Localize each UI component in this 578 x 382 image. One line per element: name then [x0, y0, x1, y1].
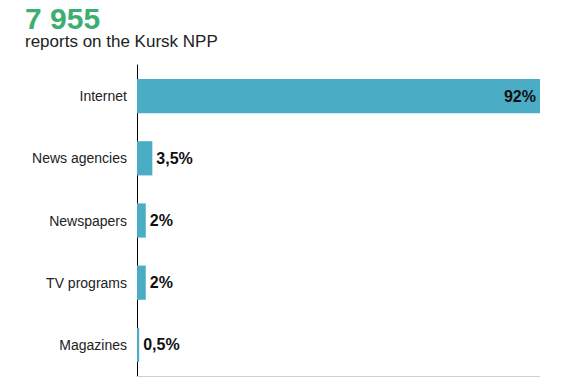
svg-text:Internet: Internet	[80, 88, 128, 104]
svg-text:2%: 2%	[150, 212, 173, 229]
svg-text:92%: 92%	[504, 88, 536, 105]
svg-text:TV programs: TV programs	[46, 275, 127, 291]
svg-text:Magazines: Magazines	[59, 337, 127, 353]
svg-text:7 955: 7 955	[25, 2, 100, 35]
svg-text:3,5%: 3,5%	[156, 150, 192, 167]
svg-text:Newspapers: Newspapers	[49, 213, 127, 229]
svg-text:News agencies: News agencies	[32, 150, 127, 166]
svg-text:reports on the Kursk NPP: reports on the Kursk NPP	[25, 32, 218, 51]
svg-text:0,5%: 0,5%	[143, 336, 179, 353]
svg-text:2%: 2%	[150, 274, 173, 291]
